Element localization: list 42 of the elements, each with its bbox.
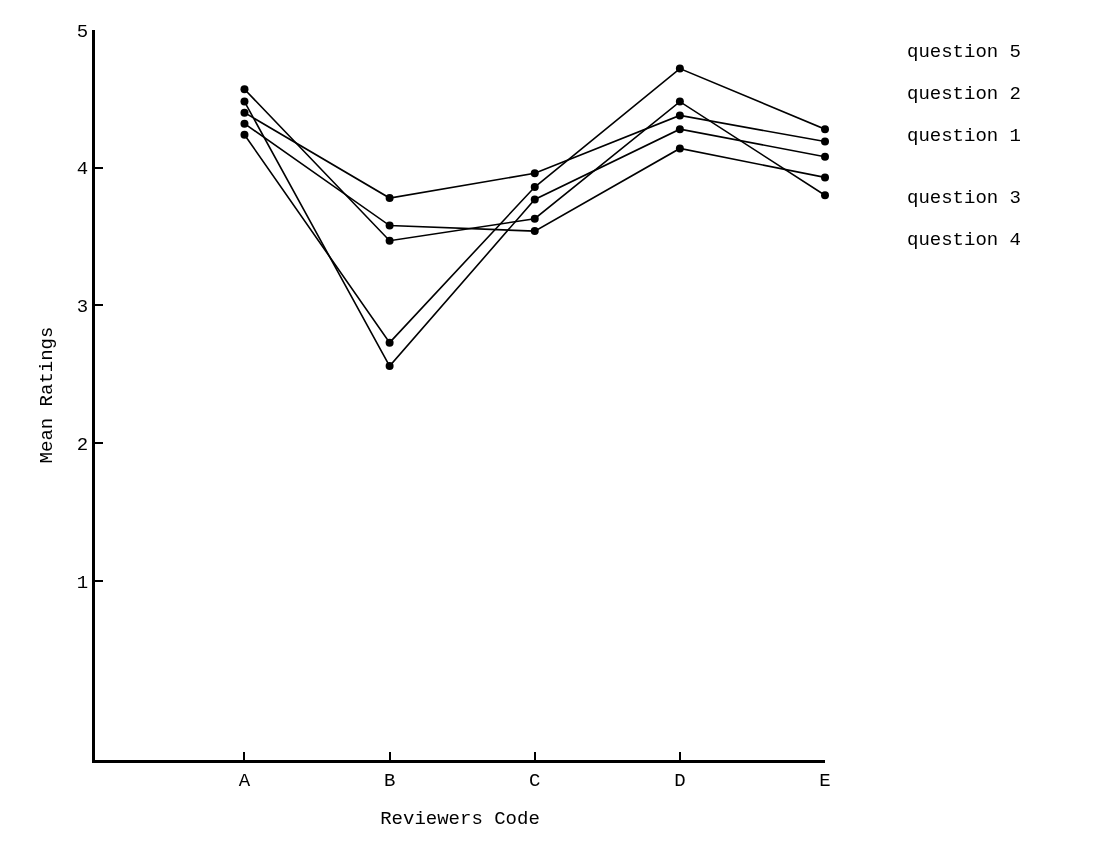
- point: [240, 85, 249, 94]
- x-tick-label: B: [383, 769, 396, 792]
- point: [675, 111, 684, 120]
- point: [385, 194, 394, 203]
- point: [240, 97, 249, 106]
- y-tick-label: 3: [76, 296, 89, 319]
- point: [385, 338, 394, 347]
- point: [530, 214, 539, 223]
- point: [675, 64, 684, 73]
- point: [821, 173, 829, 182]
- point: [821, 191, 829, 200]
- point: [675, 125, 684, 134]
- point: [821, 152, 829, 161]
- x-axis-title: Reviewers Code: [380, 807, 540, 830]
- y-tick-label: 4: [76, 158, 89, 181]
- x-tick-label: D: [674, 769, 686, 792]
- point: [240, 130, 249, 139]
- point: [675, 144, 684, 153]
- point: [530, 195, 539, 204]
- y-tick-label: 5: [76, 20, 89, 43]
- text: question 5: [907, 41, 1022, 63]
- point: [530, 169, 539, 178]
- point: [385, 236, 394, 245]
- x-tick-label: A: [238, 769, 251, 792]
- x-tick-label: C: [529, 769, 541, 792]
- y-tick-label: 2: [76, 433, 89, 456]
- y-tick-label: 1: [76, 571, 89, 594]
- point: [675, 97, 684, 106]
- point: [240, 119, 249, 128]
- text: question 4: [907, 229, 1022, 251]
- point: [530, 183, 539, 192]
- point: [821, 125, 829, 134]
- point: [530, 227, 539, 236]
- text: question 2: [907, 83, 1022, 105]
- y-axis-title: Mean Ratings: [35, 326, 58, 464]
- point: [385, 362, 394, 371]
- x-tick-label: E: [819, 769, 831, 792]
- text: question 1: [907, 125, 1022, 147]
- point: [385, 221, 394, 230]
- point: [821, 137, 829, 146]
- point: [240, 108, 249, 117]
- text: question 3: [907, 187, 1022, 209]
